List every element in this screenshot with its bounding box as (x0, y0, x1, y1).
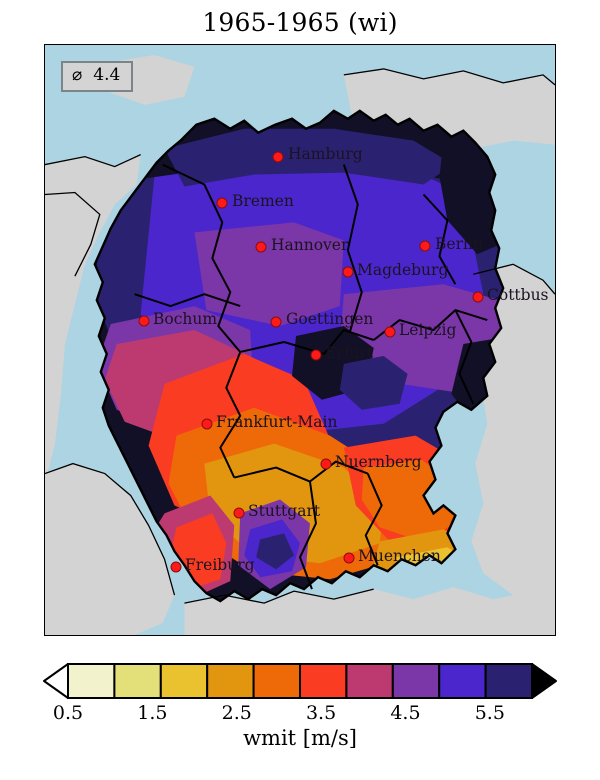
colorbar-tick-1.5: 1.5 (137, 702, 167, 724)
colorbar-under-arrow (43, 663, 69, 699)
germany-border (93, 109, 505, 603)
colorbar-over-arrow (531, 663, 557, 699)
colorbar-tick-4.5: 4.5 (390, 702, 420, 724)
germany-wind-map (45, 45, 555, 635)
colorbar-bin-3 (206, 663, 255, 699)
city-label-frankfurt-main: Frankfurt-Main (216, 413, 338, 431)
neighbour-land (45, 54, 555, 635)
colorbar-bin-9 (484, 663, 534, 699)
city-marker-hannover[interactable] (255, 241, 267, 253)
colorbar-bin-2 (159, 663, 209, 699)
page-title: 1965-1965 (wi) (202, 8, 398, 37)
mean-value-badge: ⌀ 4.4 (61, 61, 134, 92)
colorbar-tick-3.5: 3.5 (306, 702, 336, 724)
colorbar-tick-5.5: 5.5 (475, 702, 505, 724)
colorbar-axis-label: wmit [m/s] (243, 726, 357, 750)
city-marker-nuernberg[interactable] (320, 458, 332, 470)
map-panel: ⌀ 4.4 Hamburg Bremen Hannover Berlin Magdebu… (44, 44, 556, 636)
city-marker-hamburg[interactable] (272, 151, 284, 163)
city-label-magdeburg: Magdeburg (357, 261, 449, 279)
colorbar-bin-5 (299, 663, 348, 699)
colorbar-panel: 0.5 1.5 2.5 3.5 4.5 5.5 wmit [m/s] (0, 654, 600, 780)
city-label-bremen: Bremen (232, 192, 294, 210)
colorbar-tick-2.5: 2.5 (222, 702, 252, 724)
city-label-goettingen: Goettingen (286, 310, 374, 328)
city-label-muenchen: Muenchen (358, 547, 441, 565)
city-label-berlin: Berlin (435, 235, 483, 253)
diameter-symbol-icon: ⌀ (72, 65, 83, 85)
colorbar-bin-0 (67, 663, 116, 699)
colorbar-bin-4 (252, 663, 302, 699)
colorbar-tick-0.5: 0.5 (53, 702, 83, 724)
colorbar-bin-7 (391, 663, 441, 699)
city-marker-muenchen[interactable] (343, 552, 355, 564)
city-marker-bochum[interactable] (138, 315, 150, 327)
city-label-leipzig: Leipzig (399, 321, 457, 339)
city-label-erfurt: Erfurt (325, 344, 374, 362)
city-label-bochum: Bochum (153, 310, 218, 328)
colorbar-bin-8 (438, 663, 487, 699)
coastline-detail (45, 68, 555, 604)
colorbar-svg: 0.5 1.5 2.5 3.5 4.5 5.5 (43, 663, 557, 724)
city-marker-frankfurt-main[interactable] (201, 418, 213, 430)
city-label-hannover: Hannover (271, 236, 349, 254)
state-boundaries (134, 163, 488, 590)
city-label-cottbus: Cottbus (487, 286, 549, 304)
city-marker-erfurt[interactable] (310, 349, 322, 361)
mean-value: 4.4 (93, 65, 121, 85)
colorbar-bin-6 (345, 663, 394, 699)
city-label-nuernberg: Nuernberg (335, 453, 422, 471)
city-marker-berlin[interactable] (419, 240, 431, 252)
city-marker-freiburg[interactable] (170, 561, 182, 573)
city-label-stuttgart: Stuttgart (248, 502, 321, 520)
city-marker-leipzig[interactable] (384, 326, 396, 338)
city-label-freiburg: Freiburg (185, 556, 255, 574)
city-marker-cottbus[interactable] (472, 291, 484, 303)
city-marker-magdeburg[interactable] (342, 266, 354, 278)
city-marker-stuttgart[interactable] (233, 507, 245, 519)
city-label-hamburg: Hamburg (288, 145, 363, 163)
city-marker-goettingen[interactable] (270, 316, 282, 328)
colorbar-bin-1 (113, 663, 162, 699)
city-marker-bremen[interactable] (216, 197, 228, 209)
